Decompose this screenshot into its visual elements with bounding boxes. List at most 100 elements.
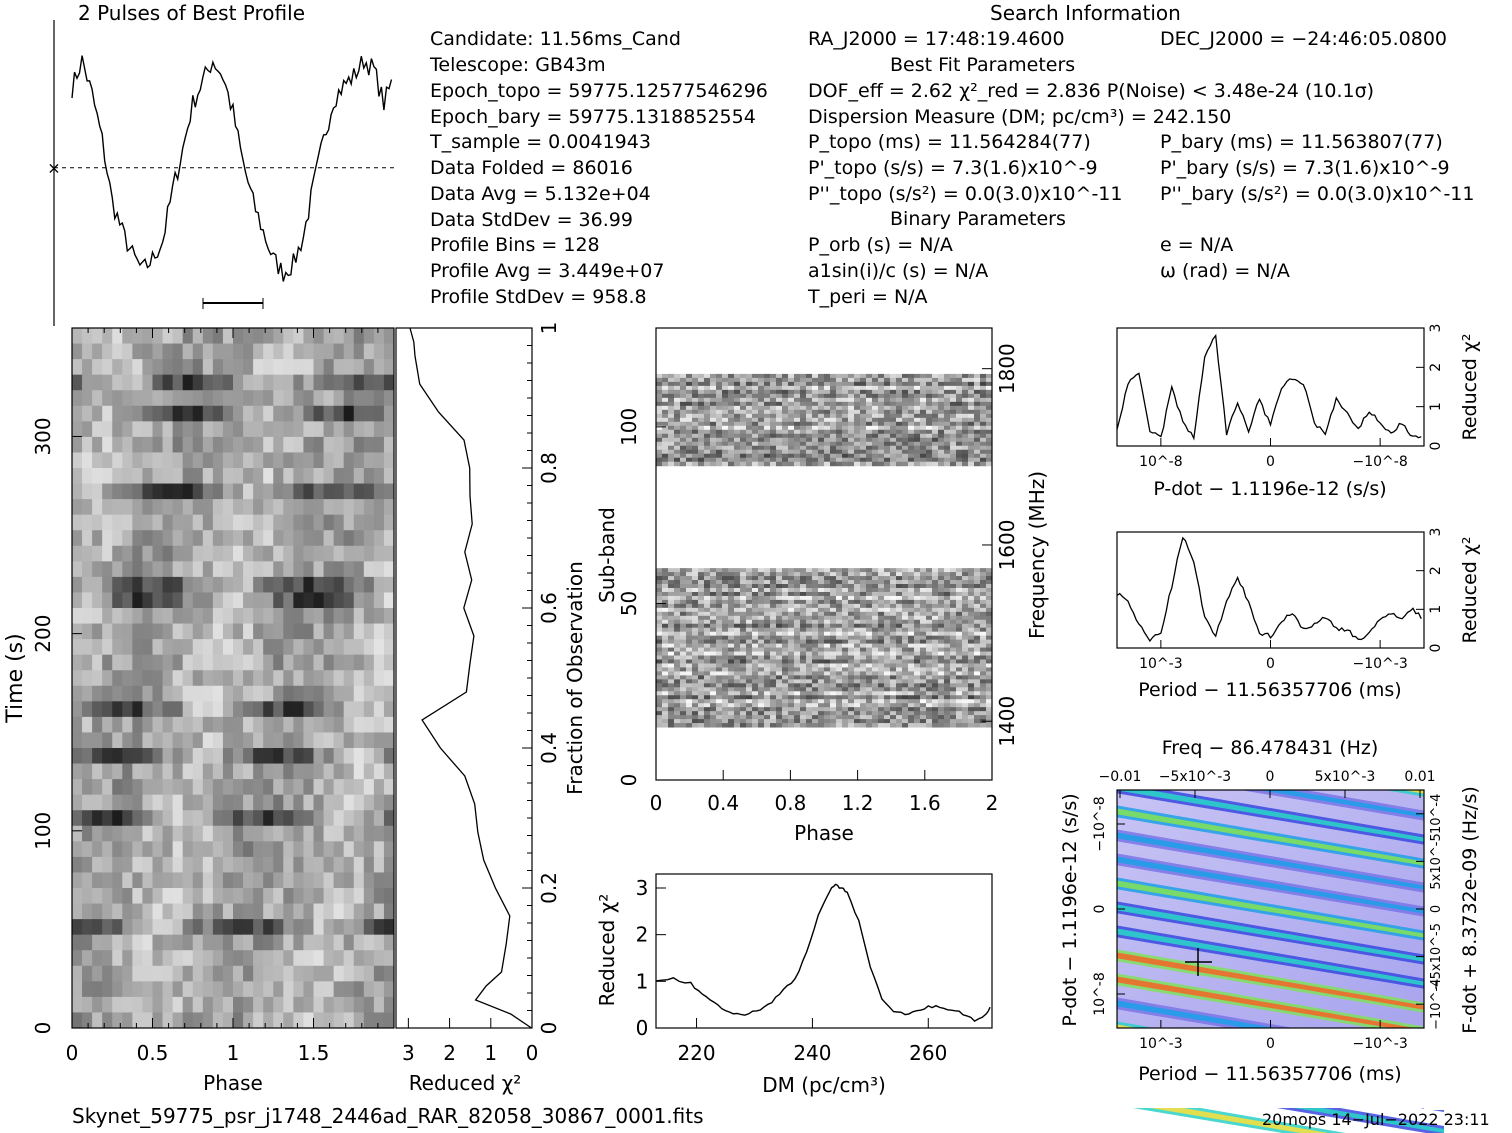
heatmap-cell [172,794,184,811]
heatmap-cell [788,373,795,379]
heatmap-cell [986,663,993,668]
heatmap-cell [722,453,729,459]
heatmap-cell [263,359,274,376]
heatmap-cell [890,603,897,609]
heatmap-cell [956,627,963,633]
heatmap-cell [722,719,729,724]
heatmap-cell [842,413,849,419]
heatmap-cell [192,903,204,920]
heatmap-cell [968,587,975,593]
heatmap-cell [896,691,903,696]
heatmap-cell [836,445,843,451]
heatmap-cell [986,623,993,629]
heatmap-cell [842,401,849,407]
heatmap-cell [273,545,284,562]
heatmap-cell [172,654,184,671]
heatmap-cell [812,639,819,645]
heatmap-cell [824,413,831,419]
heatmap-cell [192,748,204,765]
heatmap-cell [92,685,103,702]
heatmap-cell [884,389,891,395]
heatmap-cell [283,390,294,407]
heatmap-cell [872,599,879,605]
heatmap-cell [860,599,867,605]
heatmap-cell [758,691,765,696]
heatmap-cell [383,623,395,640]
heatmap-cell [283,903,294,920]
heatmap-cell [132,996,143,1013]
heatmap-cell [152,856,164,873]
heatmap-cell [132,934,143,951]
heatmap-cell [770,449,777,455]
heatmap-cell [704,719,711,724]
heatmap-cell [182,919,194,936]
heatmap-cell [668,719,675,724]
heatmap-cell [668,449,675,455]
heatmap-cell [944,691,951,696]
heatmap-cell [686,397,693,403]
heatmap-cell [938,659,945,664]
heatmap-cell [162,421,174,438]
heatmap-cell [656,615,663,621]
heatmap-cell [363,981,375,998]
heatmap-cell [716,711,723,716]
heatmap-cell [253,592,264,609]
heatmap-cell [764,691,771,696]
heatmap-cell [788,393,795,399]
heatmap-cell [968,699,975,704]
heatmap-cell [122,530,133,547]
heatmap-cell [956,393,963,399]
heatmap-cell [728,413,735,419]
heatmap-cell [818,615,825,621]
heatmap-cell [890,381,897,387]
heatmap-cell [373,685,385,702]
heatmap-cell [818,393,825,399]
heatmap-cell [182,499,194,516]
heatmap-cell [112,390,123,407]
heatmap-cell [752,587,759,593]
heatmap-cell [848,695,855,700]
heatmap-cell [962,667,969,672]
heatmap-cell [932,655,939,660]
heatmap-cell [938,401,945,407]
heatmap-cell [172,888,184,905]
heatmap-cell [182,623,194,640]
heatmap-cell [680,615,687,621]
heatmap-cell [202,608,214,625]
heatmap-cell [830,413,837,419]
heatmap-cell [962,719,969,724]
heatmap-cell [782,437,789,443]
heatmap-cell [212,950,224,967]
heatmap-cell [932,643,939,649]
heatmap-cell [782,409,789,415]
heatmap-cell [848,607,855,613]
heatmap-cell [722,691,729,696]
heatmap-cell [956,635,963,641]
heatmap-cell [794,393,801,399]
heatmap-cell [836,595,843,601]
heatmap-cell [734,580,741,585]
heatmap-cell [806,401,813,407]
heatmap-cell [890,651,897,657]
heatmap-cell [192,374,204,391]
heatmap-cell [884,449,891,455]
heatmap-cell [192,872,204,889]
heatmap-cell [686,381,693,387]
heatmap-cell [980,433,987,439]
heatmap-cell [243,856,254,873]
heatmap-cell [770,639,777,645]
heatmap-cell [866,572,873,577]
heatmap-cell [818,425,825,431]
heatmap-cell [698,715,705,720]
heatmap-cell [776,647,783,653]
heatmap-cell [878,580,885,585]
heatmap-cell [253,965,264,982]
heatmap-cell [680,377,687,383]
heatmap-cell [854,580,861,585]
heatmap-cell [710,719,717,724]
heatmap-cell [112,670,123,687]
heatmap-cell [986,437,993,443]
heatmap-cell [980,635,987,641]
heatmap-cell [333,763,345,780]
heatmap-cell [926,584,933,589]
